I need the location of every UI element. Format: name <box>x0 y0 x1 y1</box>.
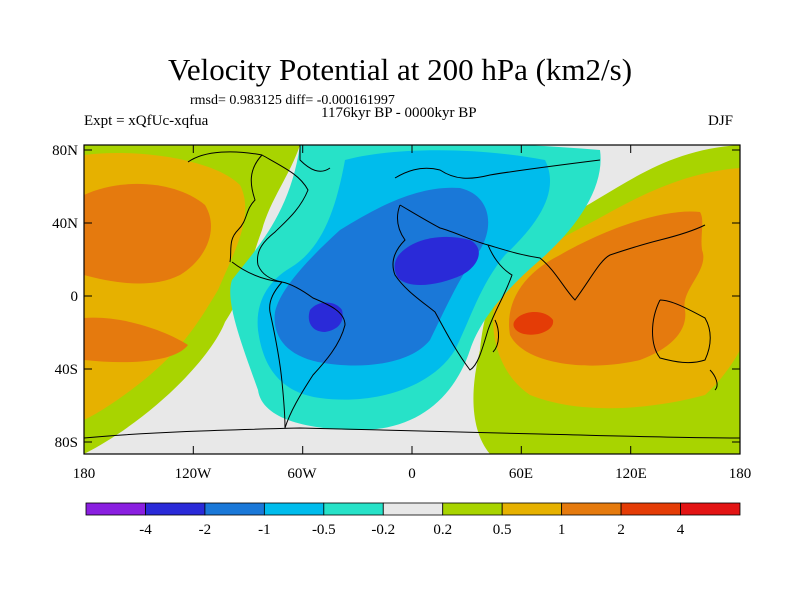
lon-label: 120W <box>175 466 213 482</box>
colorbar-label: 0.5 <box>493 522 512 538</box>
colorbar-box <box>561 502 622 516</box>
colorbar-label: 2 <box>617 522 625 538</box>
stats-text: rmsd= 0.983125 diff= -0.000161997 <box>190 93 395 108</box>
lon-label: 180 <box>729 466 752 482</box>
colorbar-label: -4 <box>139 522 152 538</box>
lon-label: 60W <box>287 466 317 482</box>
coastlines <box>84 145 740 439</box>
colorbar-box <box>442 502 503 516</box>
colorbar-label: -0.2 <box>371 522 395 538</box>
lon-label: 0 <box>408 466 416 482</box>
colorbar-box <box>204 502 265 516</box>
colorbar-box <box>382 502 444 516</box>
colorbar-box <box>620 502 681 516</box>
lat-label: 0 <box>71 289 79 305</box>
colorbar-label: -2 <box>199 522 212 538</box>
lon-label: 60E <box>509 466 533 482</box>
colorbar-box <box>263 502 325 516</box>
colorbar-box <box>680 502 741 516</box>
lat-label: 40S <box>55 362 78 378</box>
lat-label: 80S <box>55 435 78 451</box>
lat-label: 80N <box>52 143 78 159</box>
colorbar-box <box>501 502 563 516</box>
lon-label: 120E <box>615 466 647 482</box>
lon-label: 180 <box>73 466 96 482</box>
colorbar-label: 4 <box>677 522 685 538</box>
colorbar-labels: -4 -2 -1 -0.5 -0.2 0.2 0.5 1 2 4 <box>139 522 685 538</box>
colorbar-box <box>145 502 206 516</box>
period-text: 1176kyr BP - 0000kyr BP <box>321 105 477 121</box>
colorbar-label: -0.5 <box>312 522 336 538</box>
colorbar-box <box>85 502 146 516</box>
chart-title: Velocity Potential at 200 hPa (km2/s) <box>167 52 633 87</box>
lat-ticks <box>84 149 740 443</box>
experiment-label: Expt = xQfUc-xqfua <box>84 113 209 129</box>
lon-ticks <box>83 145 741 454</box>
colorbar-label: -1 <box>258 522 271 538</box>
colorbar-box <box>323 502 384 516</box>
colorbar-label: 1 <box>558 522 566 538</box>
lat-label: 40N <box>52 216 78 232</box>
velocity-potential-field <box>84 145 740 454</box>
colorbar <box>85 502 741 516</box>
colorbar-label: 0.2 <box>433 522 452 538</box>
season-label: DJF <box>708 113 734 129</box>
